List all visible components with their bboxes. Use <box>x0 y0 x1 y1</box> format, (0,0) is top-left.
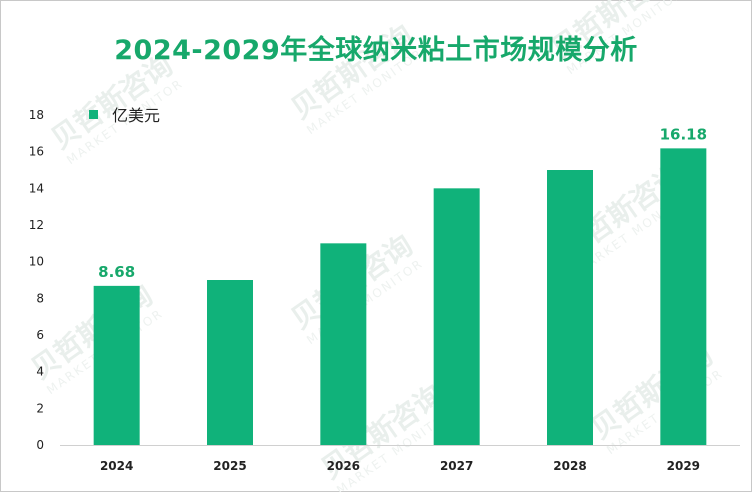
y-tick-label: 16 <box>29 145 44 159</box>
bar-2024 <box>93 285 140 445</box>
y-tick-label: 18 <box>29 108 44 122</box>
x-tick-label: 2025 <box>213 459 246 473</box>
legend: 亿美元 <box>89 106 160 125</box>
labels-layer: 2024 8.68 2025 2026 2027 2028 2029 16.18 <box>98 125 707 473</box>
chart-title: 2024-2029年全球纳米粘土市场规模分析 <box>114 35 638 66</box>
x-tick-label: 2024 <box>100 459 133 473</box>
bars-layer <box>93 148 707 446</box>
x-tick-label: 2028 <box>553 459 586 473</box>
data-label-2029: 16.18 <box>660 125 707 143</box>
legend-swatch <box>89 110 98 119</box>
bar-2026 <box>320 243 367 445</box>
x-tick-label: 2027 <box>440 459 473 473</box>
y-tick-label: 6 <box>36 328 44 342</box>
y-tick-label: 4 <box>36 365 44 379</box>
x-tick-label: 2026 <box>327 459 360 473</box>
y-tick-label: 8 <box>36 291 44 305</box>
y-tick-label: 10 <box>29 255 44 269</box>
axis-layer: 0 2 4 6 8 10 12 14 16 18 <box>29 108 740 452</box>
y-tick-label: 12 <box>29 218 44 232</box>
bar-2028 <box>547 170 593 445</box>
bar-2025 <box>207 280 253 445</box>
y-tick-label: 2 <box>36 401 44 415</box>
bar-2029 <box>660 148 707 445</box>
bar-2027 <box>433 188 480 446</box>
x-tick-label: 2029 <box>667 459 700 473</box>
y-tick-label: 14 <box>29 181 44 195</box>
legend-label: 亿美元 <box>112 106 160 125</box>
data-label-2024: 8.68 <box>98 263 135 281</box>
y-tick-label: 0 <box>36 438 44 452</box>
